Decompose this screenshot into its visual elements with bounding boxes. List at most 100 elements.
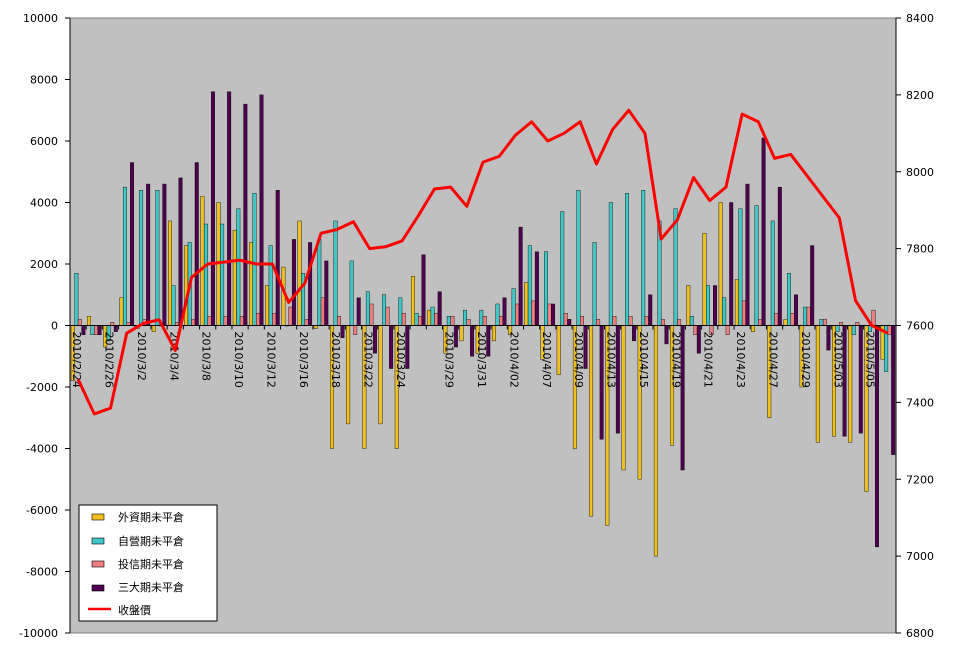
left-tick-label: 4000 (30, 197, 58, 210)
bar-2-2010/4/13 (608, 202, 613, 326)
bar-1-2010/5/4 (848, 325, 853, 443)
bar-3-2010/4/28 (790, 313, 795, 326)
bar-3-2010/3/18 (337, 316, 341, 326)
bar-3-2010/4/22 (725, 325, 730, 335)
bar-3-2010/4/14 (628, 316, 633, 326)
x-tick-label: 2010/3/10 (232, 332, 245, 388)
bar-4-2010/3/12 (275, 189, 280, 326)
x-tick-label: 2010/3/16 (297, 332, 310, 388)
bar-3-2010/4/12 (596, 319, 601, 326)
bar-2-2010/4/28 (787, 273, 791, 326)
bar-3-2010/3/17 (320, 297, 325, 326)
bar-4-2010/4/6 (534, 251, 539, 326)
bar-1-2010/4/14 (621, 325, 626, 471)
bar-3-2010/3/30 (466, 319, 471, 326)
bar-3-2010/4/15 (644, 316, 649, 326)
x-tick-label: 2010/4/27 (767, 332, 780, 388)
bar-3-2010/3/16 (304, 319, 309, 326)
bar-4-2010/3/26 (437, 291, 442, 326)
bar-3-2010/4/9 (579, 316, 584, 326)
right-tick-label: 7000 (906, 550, 934, 563)
bar-4-2010/4/21 (713, 285, 717, 326)
right-tick-label: 6800 (906, 627, 934, 640)
bar-1-2010/3/10 (232, 229, 237, 326)
bar-2-2010/5/4 (851, 325, 856, 335)
bar-4-2010/3/23 (389, 325, 394, 369)
bar-2-2010/3/10 (236, 208, 241, 326)
bar-4-2010/3/8 (210, 91, 215, 326)
bar-4-2010/2/25 (97, 325, 102, 335)
line-layer (76, 108, 889, 416)
bar-2-2010/3/19 (349, 260, 354, 326)
legend-label-total: 三大期未平倉 (118, 580, 184, 594)
bar-2-2010/3/3 (155, 189, 160, 326)
bar-3-2010/3/24 (401, 313, 406, 326)
bar-3-2010/3/12 (272, 313, 277, 326)
bar-1-2010/3/23 (378, 325, 383, 425)
bar-1-2010/3/3 (151, 325, 156, 332)
x-tick-label: 2010/3/22 (362, 332, 375, 388)
bar-2-2010/3/11 (252, 193, 257, 326)
bar-4-2010/4/27 (777, 186, 782, 326)
x-tick-label: 2010/3/2 (135, 332, 148, 381)
bar-1-2010/3/8 (200, 196, 205, 326)
bar-2-2010/3/24 (398, 297, 403, 326)
bar-4-2010/3/3 (162, 183, 167, 326)
bar-3-2010/4/7 (547, 303, 552, 326)
bar-1-2010/3/1 (119, 297, 124, 326)
bar-3-2010/3/23 (385, 306, 390, 326)
bar-3-2010/4/13 (612, 316, 617, 326)
bar-1-2010/4/22 (718, 202, 723, 326)
x-tick-label: 2010/4/29 (799, 332, 812, 388)
bar-3-2010/4/30 (822, 319, 827, 326)
bar-3-2010/4/20 (693, 325, 698, 335)
bar-2-2010/4/14 (625, 193, 629, 326)
bar-3-2010/3/9 (223, 316, 228, 326)
bar-2-2010/4/9 (576, 189, 581, 326)
bar-2-2010/3/2 (139, 189, 144, 326)
x-tick-label: 2010/2/26 (102, 332, 115, 388)
bar-3-2010/3/29 (450, 316, 455, 326)
bar-4-2010/3/16 (308, 242, 313, 326)
bar-2-2010/4/2 (511, 288, 516, 326)
bar-2-2010/4/26 (754, 205, 759, 326)
bar-3-2010/3/25 (418, 316, 422, 326)
bar-2-2010/2/24 (74, 273, 79, 326)
bar-3-2010/2/25 (94, 325, 99, 335)
bar-4-2010/3/30 (470, 325, 475, 357)
bar-3-2010/4/27 (774, 313, 779, 326)
left-tick-label: 10000 (23, 12, 58, 25)
bar-3-2010/4/26 (758, 319, 763, 326)
bar-4-2010/4/20 (696, 325, 701, 354)
legend-swatch-total (91, 584, 105, 592)
bar-3-2010/4/1 (499, 316, 503, 326)
x-tick-label: 2010/4/23 (734, 332, 747, 388)
bar-1-2010/3/30 (459, 325, 464, 342)
right-tick-label: 7600 (906, 320, 934, 333)
bar-4-2010/4/2 (518, 226, 523, 326)
left-tick-label: -10000 (19, 627, 58, 640)
bar-1-2010/4/8 (556, 325, 561, 375)
bar-2-2010/4/1 (495, 303, 500, 326)
bar-2-2010/4/21 (706, 285, 710, 326)
x-tick-label: 2010/3/31 (475, 332, 488, 388)
bar-4-2010/4/29 (810, 245, 815, 326)
x-tick-label: 2010/4/21 (702, 332, 715, 388)
bar-4-2010/3/4 (178, 177, 183, 326)
bar-1-2010/4/30 (815, 325, 820, 443)
left-axis: -10000 -8000 -6000 -4000 -2000 0 2000 4000 6000 8… (19, 12, 71, 640)
legend-label-trust: 投信期未平倉 (118, 557, 184, 571)
bar-2-2010/4/15 (641, 189, 646, 326)
bar-3-2010/4/2 (515, 303, 520, 326)
bar-3-2010/4/16 (660, 319, 665, 326)
bar-4-2010/4/16 (664, 325, 669, 345)
right-tick-label: 8000 (906, 166, 934, 179)
bar-1-2010/3/25 (410, 276, 415, 326)
bar-2-2010/4/22 (722, 297, 727, 326)
close-price-line (76, 108, 889, 416)
bar-3-2010/5/5 (871, 309, 876, 326)
right-tick-label: 7800 (906, 243, 934, 256)
bar-3-2010/5/6 (887, 325, 892, 335)
bar-4-2010/4/8 (567, 319, 572, 326)
bar-1-2010/4/26 (751, 325, 756, 332)
